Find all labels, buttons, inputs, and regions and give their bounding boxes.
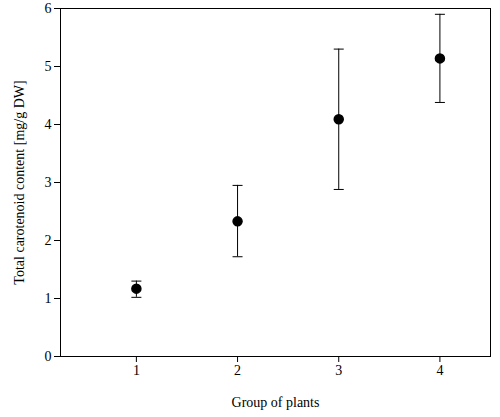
svg-text:2: 2 [234,363,241,378]
svg-text:0: 0 [45,349,52,364]
svg-text:1: 1 [133,363,140,378]
svg-text:Group of plants: Group of plants [232,395,320,410]
svg-text:3: 3 [45,175,52,190]
svg-text:Total carotenoid content [mg/g: Total carotenoid content [mg/g DW] [12,80,27,284]
svg-text:5: 5 [45,59,52,74]
svg-text:2: 2 [45,233,52,248]
svg-text:1: 1 [45,291,52,306]
svg-text:3: 3 [335,363,342,378]
svg-text:4: 4 [45,117,52,132]
svg-text:6: 6 [45,1,52,16]
svg-text:4: 4 [436,363,443,378]
